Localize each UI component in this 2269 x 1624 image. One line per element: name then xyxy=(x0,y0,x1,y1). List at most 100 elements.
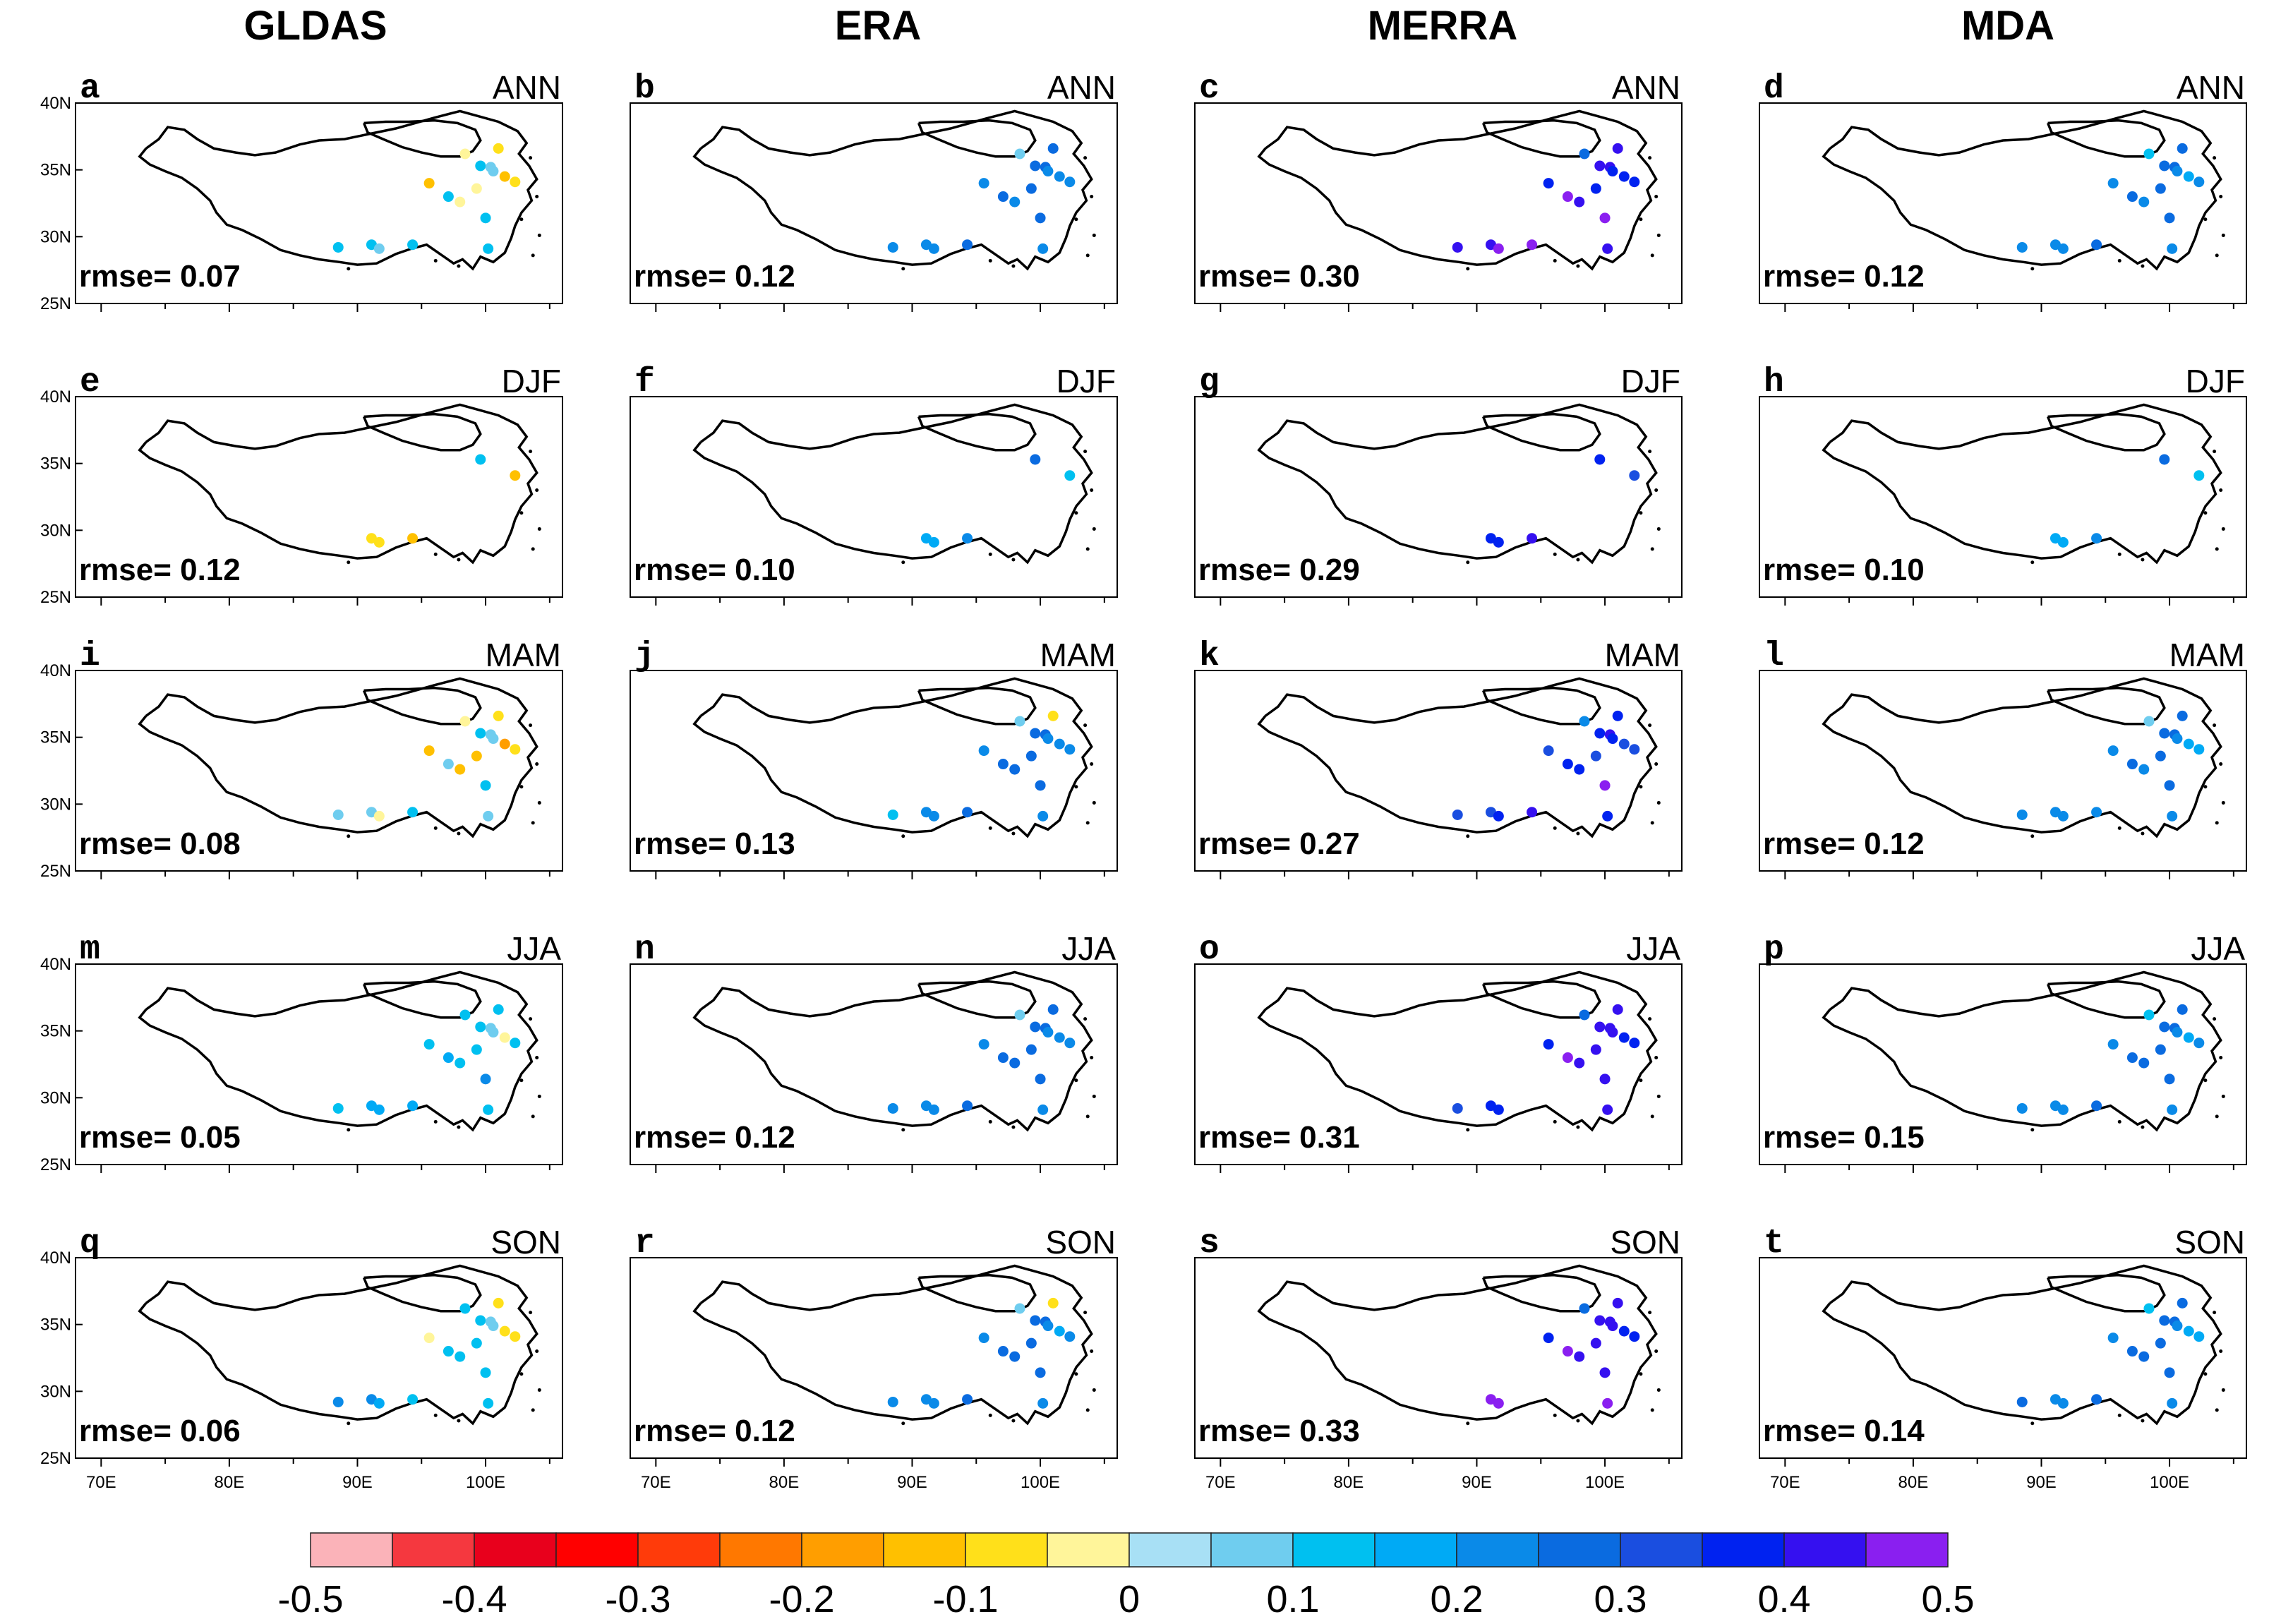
x-tick-label: 70E xyxy=(1205,1473,1236,1492)
station-point xyxy=(1054,1032,1065,1043)
terrain-speck xyxy=(2213,1311,2217,1315)
station-point xyxy=(423,1039,435,1050)
panel-frame xyxy=(630,396,1118,598)
station-point xyxy=(471,1337,482,1349)
season-label: ANN xyxy=(1047,69,1116,106)
station-point xyxy=(1030,454,1041,465)
station-point xyxy=(1047,1004,1059,1015)
station-point xyxy=(1618,171,1630,182)
station-point xyxy=(488,166,499,177)
colorbar-swatch xyxy=(965,1532,1048,1568)
station-point xyxy=(1607,733,1618,745)
station-point xyxy=(1594,728,1606,739)
station-point xyxy=(1452,809,1463,820)
qaidam-basin-outline xyxy=(917,119,1037,158)
panel-frame xyxy=(1759,963,2247,1165)
station-point xyxy=(2164,212,2175,224)
station-point xyxy=(459,716,471,727)
station-point xyxy=(1452,1102,1463,1114)
terrain-speck xyxy=(901,560,905,565)
terrain-speck xyxy=(1074,785,1078,789)
qaidam-basin-outline xyxy=(2046,686,2166,726)
station-point xyxy=(1014,1303,1025,1314)
terrain-speck xyxy=(519,785,524,789)
season-label: MAM xyxy=(1605,637,1680,673)
panel-letter: c xyxy=(1199,70,1220,108)
y-tick-label: 30N xyxy=(40,795,71,814)
station-point xyxy=(1047,1297,1059,1309)
plateau-outline xyxy=(138,109,538,271)
rmse-label: rmse= 0.30 xyxy=(1198,259,1360,294)
terrain-speck xyxy=(2141,1125,2145,1129)
terrain-speck xyxy=(901,267,905,271)
plateau-outline xyxy=(1257,970,1658,1132)
terrain-speck xyxy=(1085,1408,1090,1412)
terrain-speck xyxy=(347,834,351,838)
plateau-outline xyxy=(138,403,538,565)
station-point xyxy=(1594,1315,1606,1326)
colorbar-swatch xyxy=(1292,1532,1376,1568)
station-point xyxy=(2159,1021,2170,1033)
map-panel: i MAM 40N 35N 30N 25N rmse= 0.08 xyxy=(40,637,563,881)
station-point xyxy=(443,1052,454,1064)
station-point xyxy=(2193,1331,2205,1342)
panel-letter: b xyxy=(634,70,655,108)
terrain-speck xyxy=(531,1114,535,1119)
station-point xyxy=(2159,1315,2170,1326)
station-point xyxy=(475,160,486,172)
terrain-speck xyxy=(535,1056,539,1060)
season-label: JJA xyxy=(507,930,561,967)
colorbar-swatch xyxy=(310,1532,393,1568)
map-panel: g DJF rmse= 0.29 xyxy=(1194,363,1683,606)
terrain-speck xyxy=(537,527,541,531)
station-point xyxy=(483,810,494,822)
station-point xyxy=(2159,454,2170,465)
terrain-speck xyxy=(1083,450,1088,454)
station-point xyxy=(1035,1367,1046,1378)
station-point xyxy=(1037,243,1049,254)
rmse-label: rmse= 0.12 xyxy=(634,1414,795,1448)
x-tick-label: 90E xyxy=(1462,1473,1492,1492)
rmse-label: rmse= 0.08 xyxy=(79,826,241,861)
station-point xyxy=(1574,764,1585,775)
column-title: ERA xyxy=(835,3,921,49)
y-tick-label: 35N xyxy=(40,728,71,747)
station-point xyxy=(2183,738,2194,750)
station-point xyxy=(459,148,471,160)
x-tick-label: 100E xyxy=(1021,1473,1060,1492)
station-point xyxy=(1590,183,1601,194)
plateau-outline xyxy=(1257,109,1658,271)
season-label: DJF xyxy=(502,363,561,399)
station-point xyxy=(1629,1037,1640,1049)
station-point xyxy=(499,738,510,750)
terrain-speck xyxy=(1648,723,1652,728)
station-point xyxy=(2177,1297,2188,1309)
station-point xyxy=(2016,1102,2028,1114)
terrain-speck xyxy=(2117,1413,2121,1417)
station-point xyxy=(1612,710,1623,721)
station-point xyxy=(1014,1009,1025,1021)
panel-letter: r xyxy=(634,1225,655,1263)
station-point xyxy=(997,759,1009,770)
terrain-speck xyxy=(1650,1408,1654,1412)
station-point xyxy=(332,1102,344,1114)
plateau-outline xyxy=(1822,109,2222,271)
station-point xyxy=(2143,148,2155,160)
colorbar: -0.5 -0.4 -0.3 -0.2 -0.1 0 0.1 0.2 0.3 0.4 0.5 xyxy=(277,1532,1975,1620)
station-point xyxy=(1054,171,1065,182)
terrain-speck xyxy=(1011,831,1016,836)
terrain-speck xyxy=(1090,1349,1094,1354)
station-point xyxy=(978,745,989,757)
terrain-speck xyxy=(2203,217,2208,222)
terrain-speck xyxy=(1654,1349,1659,1354)
station-point xyxy=(2016,809,2028,820)
terrain-speck xyxy=(1576,1419,1580,1423)
terrain-speck xyxy=(529,723,533,728)
station-point xyxy=(499,171,510,182)
station-point xyxy=(480,212,491,224)
station-point xyxy=(2155,1337,2166,1349)
terrain-speck xyxy=(529,450,533,454)
station-point xyxy=(443,759,454,770)
station-point xyxy=(2091,1100,2102,1112)
terrain-speck xyxy=(1466,834,1470,838)
